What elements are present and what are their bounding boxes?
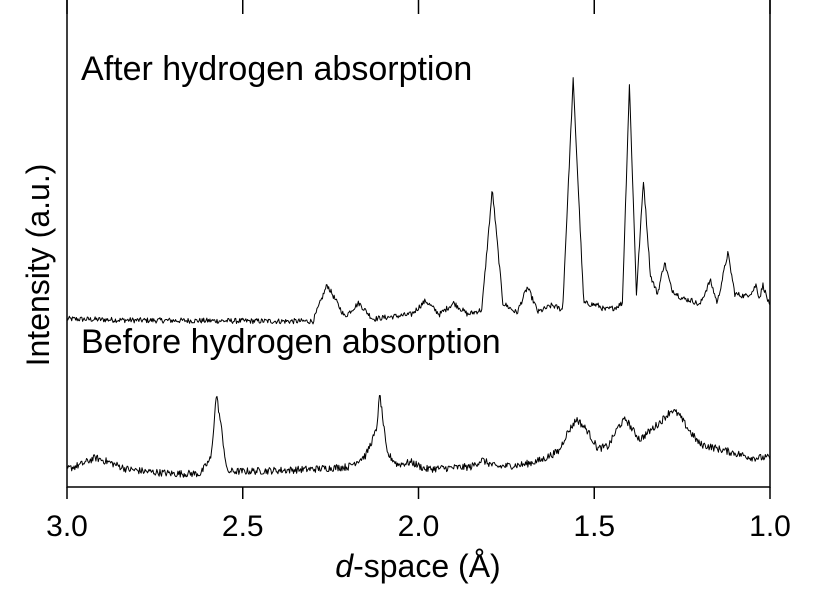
x-tick-label: 1.0 xyxy=(749,510,791,543)
x-tick-label: 1.5 xyxy=(573,510,615,543)
y-axis-title: Intensity (a.u.) xyxy=(20,164,56,367)
annotation-label: After hydrogen absorption xyxy=(81,50,472,88)
x-tick-label: 3.0 xyxy=(46,510,88,543)
annotation-label: Before hydrogen absorption xyxy=(81,323,501,361)
x-tick-label: 2.5 xyxy=(222,510,264,543)
x-tick-label: 2.0 xyxy=(398,510,440,543)
series-line-before xyxy=(66,394,771,478)
series-line-after xyxy=(66,77,771,325)
x-axis-title: d-space (Å) xyxy=(335,548,500,584)
